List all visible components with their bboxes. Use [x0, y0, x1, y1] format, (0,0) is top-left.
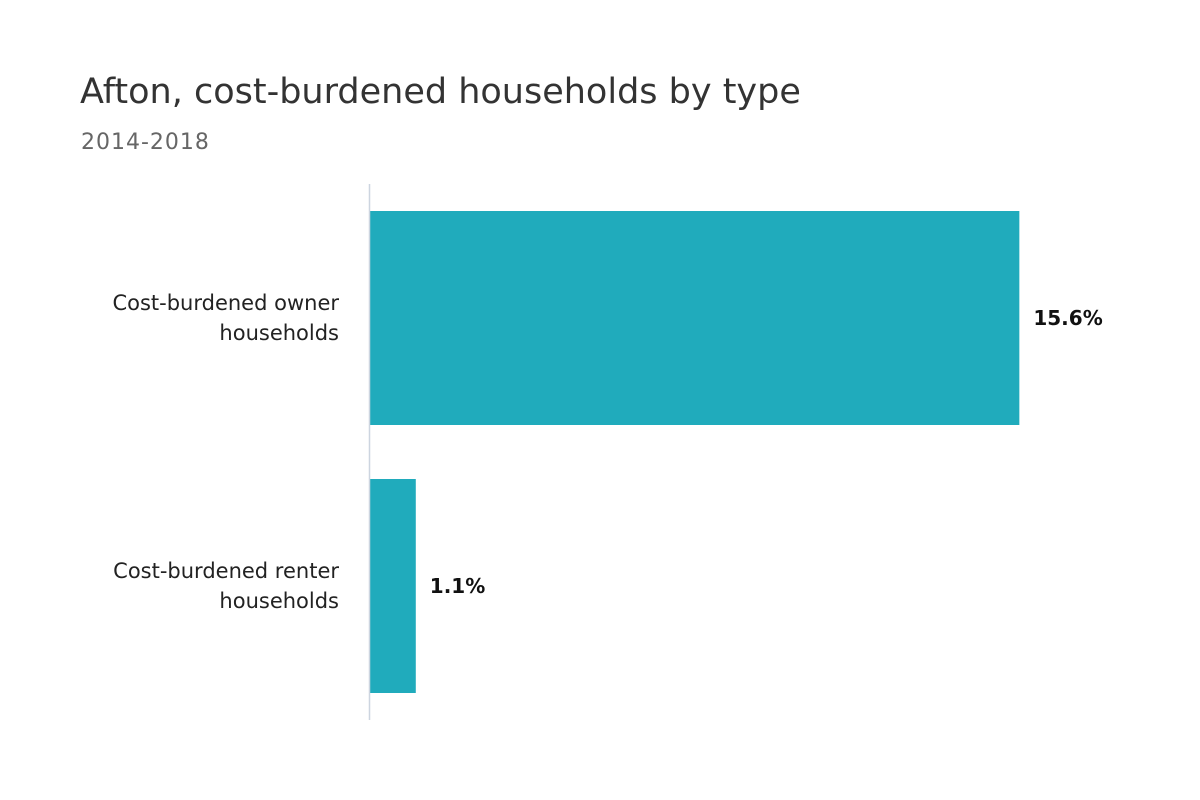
category-label-1-line-0: Cost-burdened renter — [113, 559, 339, 583]
bars-layer — [370, 211, 1020, 693]
chart-subtitle: 2014-2018 — [81, 130, 210, 155]
category-label-0-line-0: Cost-burdened owner — [112, 291, 339, 315]
bar-1 — [370, 479, 416, 693]
value-label-0: 15.6% — [1033, 306, 1102, 330]
value-label-1: 1.1% — [430, 574, 485, 598]
bar-0 — [370, 211, 1020, 425]
category-label-1-line-1: households — [219, 589, 339, 613]
category-label-1: Cost-burdened renter households — [113, 559, 339, 613]
chart-title: Afton, cost-burdened households by type — [80, 72, 801, 112]
category-label-0-line-1: households — [219, 321, 339, 345]
labels-layer: 15.6% Cost-burdened owner households 1.1% Co… — [112, 291, 1102, 613]
category-label-0: Cost-burdened owner households — [112, 291, 339, 345]
